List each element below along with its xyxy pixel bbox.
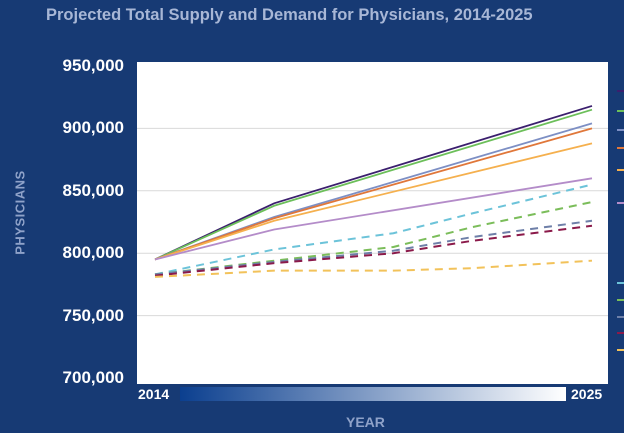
x-axis-label: YEAR (346, 414, 385, 430)
series-line-6 (154, 177, 593, 261)
chart-title: Projected Total Supply and Demand for Ph… (46, 6, 533, 24)
y-tick-label: 850,000 (62, 181, 124, 200)
y-tick-label: 800,000 (62, 243, 124, 262)
series-line-8 (154, 201, 593, 276)
series-line-9 (154, 219, 593, 276)
series-line-7 (154, 183, 593, 276)
y-tick-label: 950,000 (62, 56, 124, 75)
y-tick-label: 750,000 (62, 306, 124, 325)
series-line-11 (154, 259, 593, 278)
series-line-2 (154, 108, 593, 261)
x-tick-label: 2025 (571, 386, 603, 402)
y-tick-label: 900,000 (62, 118, 124, 137)
y-tick-label: 700,000 (62, 368, 124, 387)
year-gradient-bar (180, 387, 566, 401)
x-tick-label: 2014 (138, 386, 170, 402)
series-line-10 (154, 224, 593, 277)
series-line-5 (154, 142, 593, 261)
plot-background (137, 62, 608, 384)
